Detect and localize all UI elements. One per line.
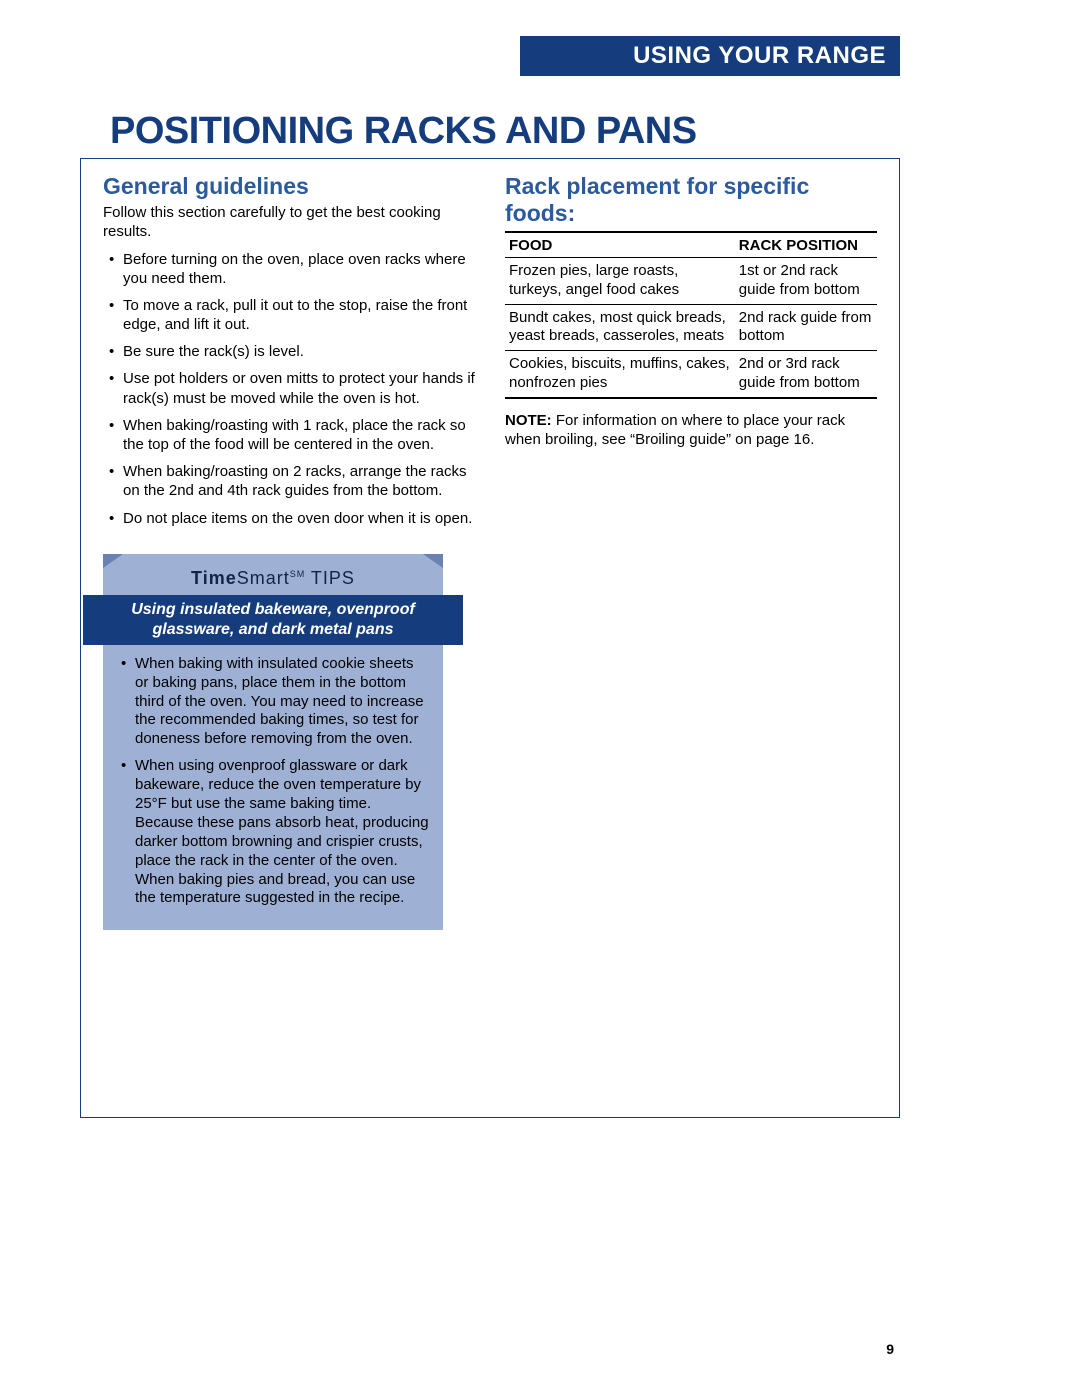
column-layout: General guidelines Follow this section c… [103, 173, 877, 930]
list-item: To move a rack, pull it out to the stop,… [103, 296, 475, 334]
left-column: General guidelines Follow this section c… [103, 173, 475, 930]
cell-food: Cookies, biscuits, muffins, cakes, nonfr… [505, 351, 735, 398]
tips-box: TimeSmartSM TIPS Using insulated bakewar… [103, 554, 443, 931]
tips-header: TimeSmartSM TIPS [103, 554, 443, 595]
tips-logo-sm: SM [290, 569, 306, 579]
note-label: NOTE: [505, 412, 552, 429]
cell-food: Frozen pies, large roasts, turkeys, ange… [505, 258, 735, 305]
triangle-icon [423, 554, 443, 568]
cell-pos: 1st or 2nd rack guide from bottom [735, 258, 877, 305]
section-banner: USING YOUR RANGE [520, 36, 900, 76]
list-item: When using ovenproof glassware or dark b… [117, 757, 429, 908]
note-text: NOTE: For information on where to place … [505, 411, 877, 449]
tips-list: When baking with insulated cookie sheets… [103, 655, 443, 909]
general-guidelines-heading: General guidelines [103, 173, 475, 200]
cell-food: Bundt cakes, most quick breads, yeast br… [505, 304, 735, 351]
section-label: USING YOUR RANGE [633, 42, 886, 69]
col-rack-position: RACK POSITION [735, 232, 877, 258]
table-row: Bundt cakes, most quick breads, yeast br… [505, 304, 877, 351]
tips-logo-bold: Time [191, 568, 237, 588]
cell-pos: 2nd rack guide from bottom [735, 304, 877, 351]
tips-subheading: Using insulated bakeware, ovenproof glas… [83, 595, 463, 645]
list-item: When baking with insulated cookie sheets… [117, 655, 429, 749]
triangle-icon [103, 554, 123, 568]
table-row: Frozen pies, large roasts, turkeys, ange… [505, 258, 877, 305]
guidelines-list: Before turning on the oven, place oven r… [103, 250, 475, 528]
right-column: Rack placement for specific foods: FOOD … [505, 173, 877, 930]
tips-logo-tips: TIPS [305, 568, 355, 588]
list-item: Before turning on the oven, place oven r… [103, 250, 475, 288]
rack-placement-table: FOOD RACK POSITION Frozen pies, large ro… [505, 231, 877, 399]
table-row: Cookies, biscuits, muffins, cakes, nonfr… [505, 351, 877, 398]
list-item: When baking/roasting with 1 rack, place … [103, 416, 475, 454]
list-item: When baking/roasting on 2 racks, arrange… [103, 462, 475, 500]
note-body: For information on where to place your r… [505, 412, 845, 448]
content-frame: General guidelines Follow this section c… [80, 158, 900, 1118]
tips-logo-rest: Smart [237, 568, 290, 588]
col-food: FOOD [505, 232, 735, 258]
list-item: Do not place items on the oven door when… [103, 509, 475, 528]
rack-placement-heading: Rack placement for specific foods: [505, 173, 877, 227]
guidelines-intro: Follow this section carefully to get the… [103, 204, 475, 242]
page-title: POSITIONING RACKS AND PANS [110, 110, 697, 153]
table-header-row: FOOD RACK POSITION [505, 232, 877, 258]
list-item: Use pot holders or oven mitts to protect… [103, 369, 475, 407]
page-number: 9 [886, 1341, 894, 1357]
list-item: Be sure the rack(s) is level. [103, 342, 475, 361]
cell-pos: 2nd or 3rd rack guide from bottom [735, 351, 877, 398]
